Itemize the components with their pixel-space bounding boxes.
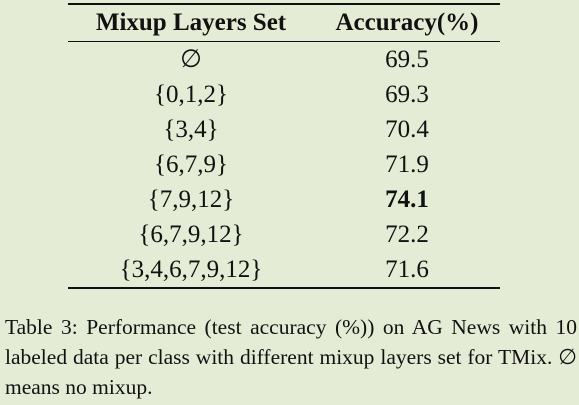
results-table: Mixup Layers Set Accuracy(%) ∅ 69.5 {0,1,2…: [68, 3, 500, 289]
layers-cell: {6,7,9,12}: [138, 221, 244, 248]
table-row: {0,1,2} 69.3: [68, 77, 500, 112]
table-row: {6,7,9} 71.9: [68, 147, 500, 182]
accuracy-cell: 71.6: [385, 256, 429, 283]
table-row: {3,4} 70.4: [68, 112, 500, 147]
layers-cell: {3,4}: [163, 116, 219, 143]
table-row: ∅ 69.5: [68, 42, 500, 78]
caption: Table 3: Performance (test accuracy (%))…: [5, 315, 577, 399]
accuracy-cell: 69.3: [385, 81, 429, 108]
table-row: {3,4,6,7,9,12} 71.6: [68, 252, 500, 288]
accuracy-cell: 70.4: [385, 116, 429, 143]
accuracy-cell: 74.1: [385, 186, 429, 213]
table-body: ∅ 69.5 {0,1,2} 69.3 {3,4} 70.4 {6,7,9} 71.9 {7,9…: [68, 42, 500, 288]
accuracy-cell: 72.2: [385, 221, 429, 248]
accuracy-cell: 71.9: [385, 151, 429, 178]
layers-cell: {3,4,6,7,9,12}: [119, 256, 263, 283]
layers-cell: {0,1,2}: [154, 81, 228, 108]
layers-cell: ∅: [180, 46, 202, 73]
layers-cell: {6,7,9}: [154, 151, 228, 178]
header-cell: Accuracy(%): [335, 9, 479, 36]
layers-cell: {7,9,12}: [147, 186, 235, 213]
accuracy-cell: 69.5: [385, 46, 429, 73]
header-row: Mixup Layers Set Accuracy(%): [68, 4, 500, 42]
table-row: {6,7,9,12} 72.2: [68, 217, 500, 252]
table-row: {7,9,12} 74.1: [68, 182, 500, 217]
header-cell: Mixup Layers Set: [95, 9, 287, 36]
